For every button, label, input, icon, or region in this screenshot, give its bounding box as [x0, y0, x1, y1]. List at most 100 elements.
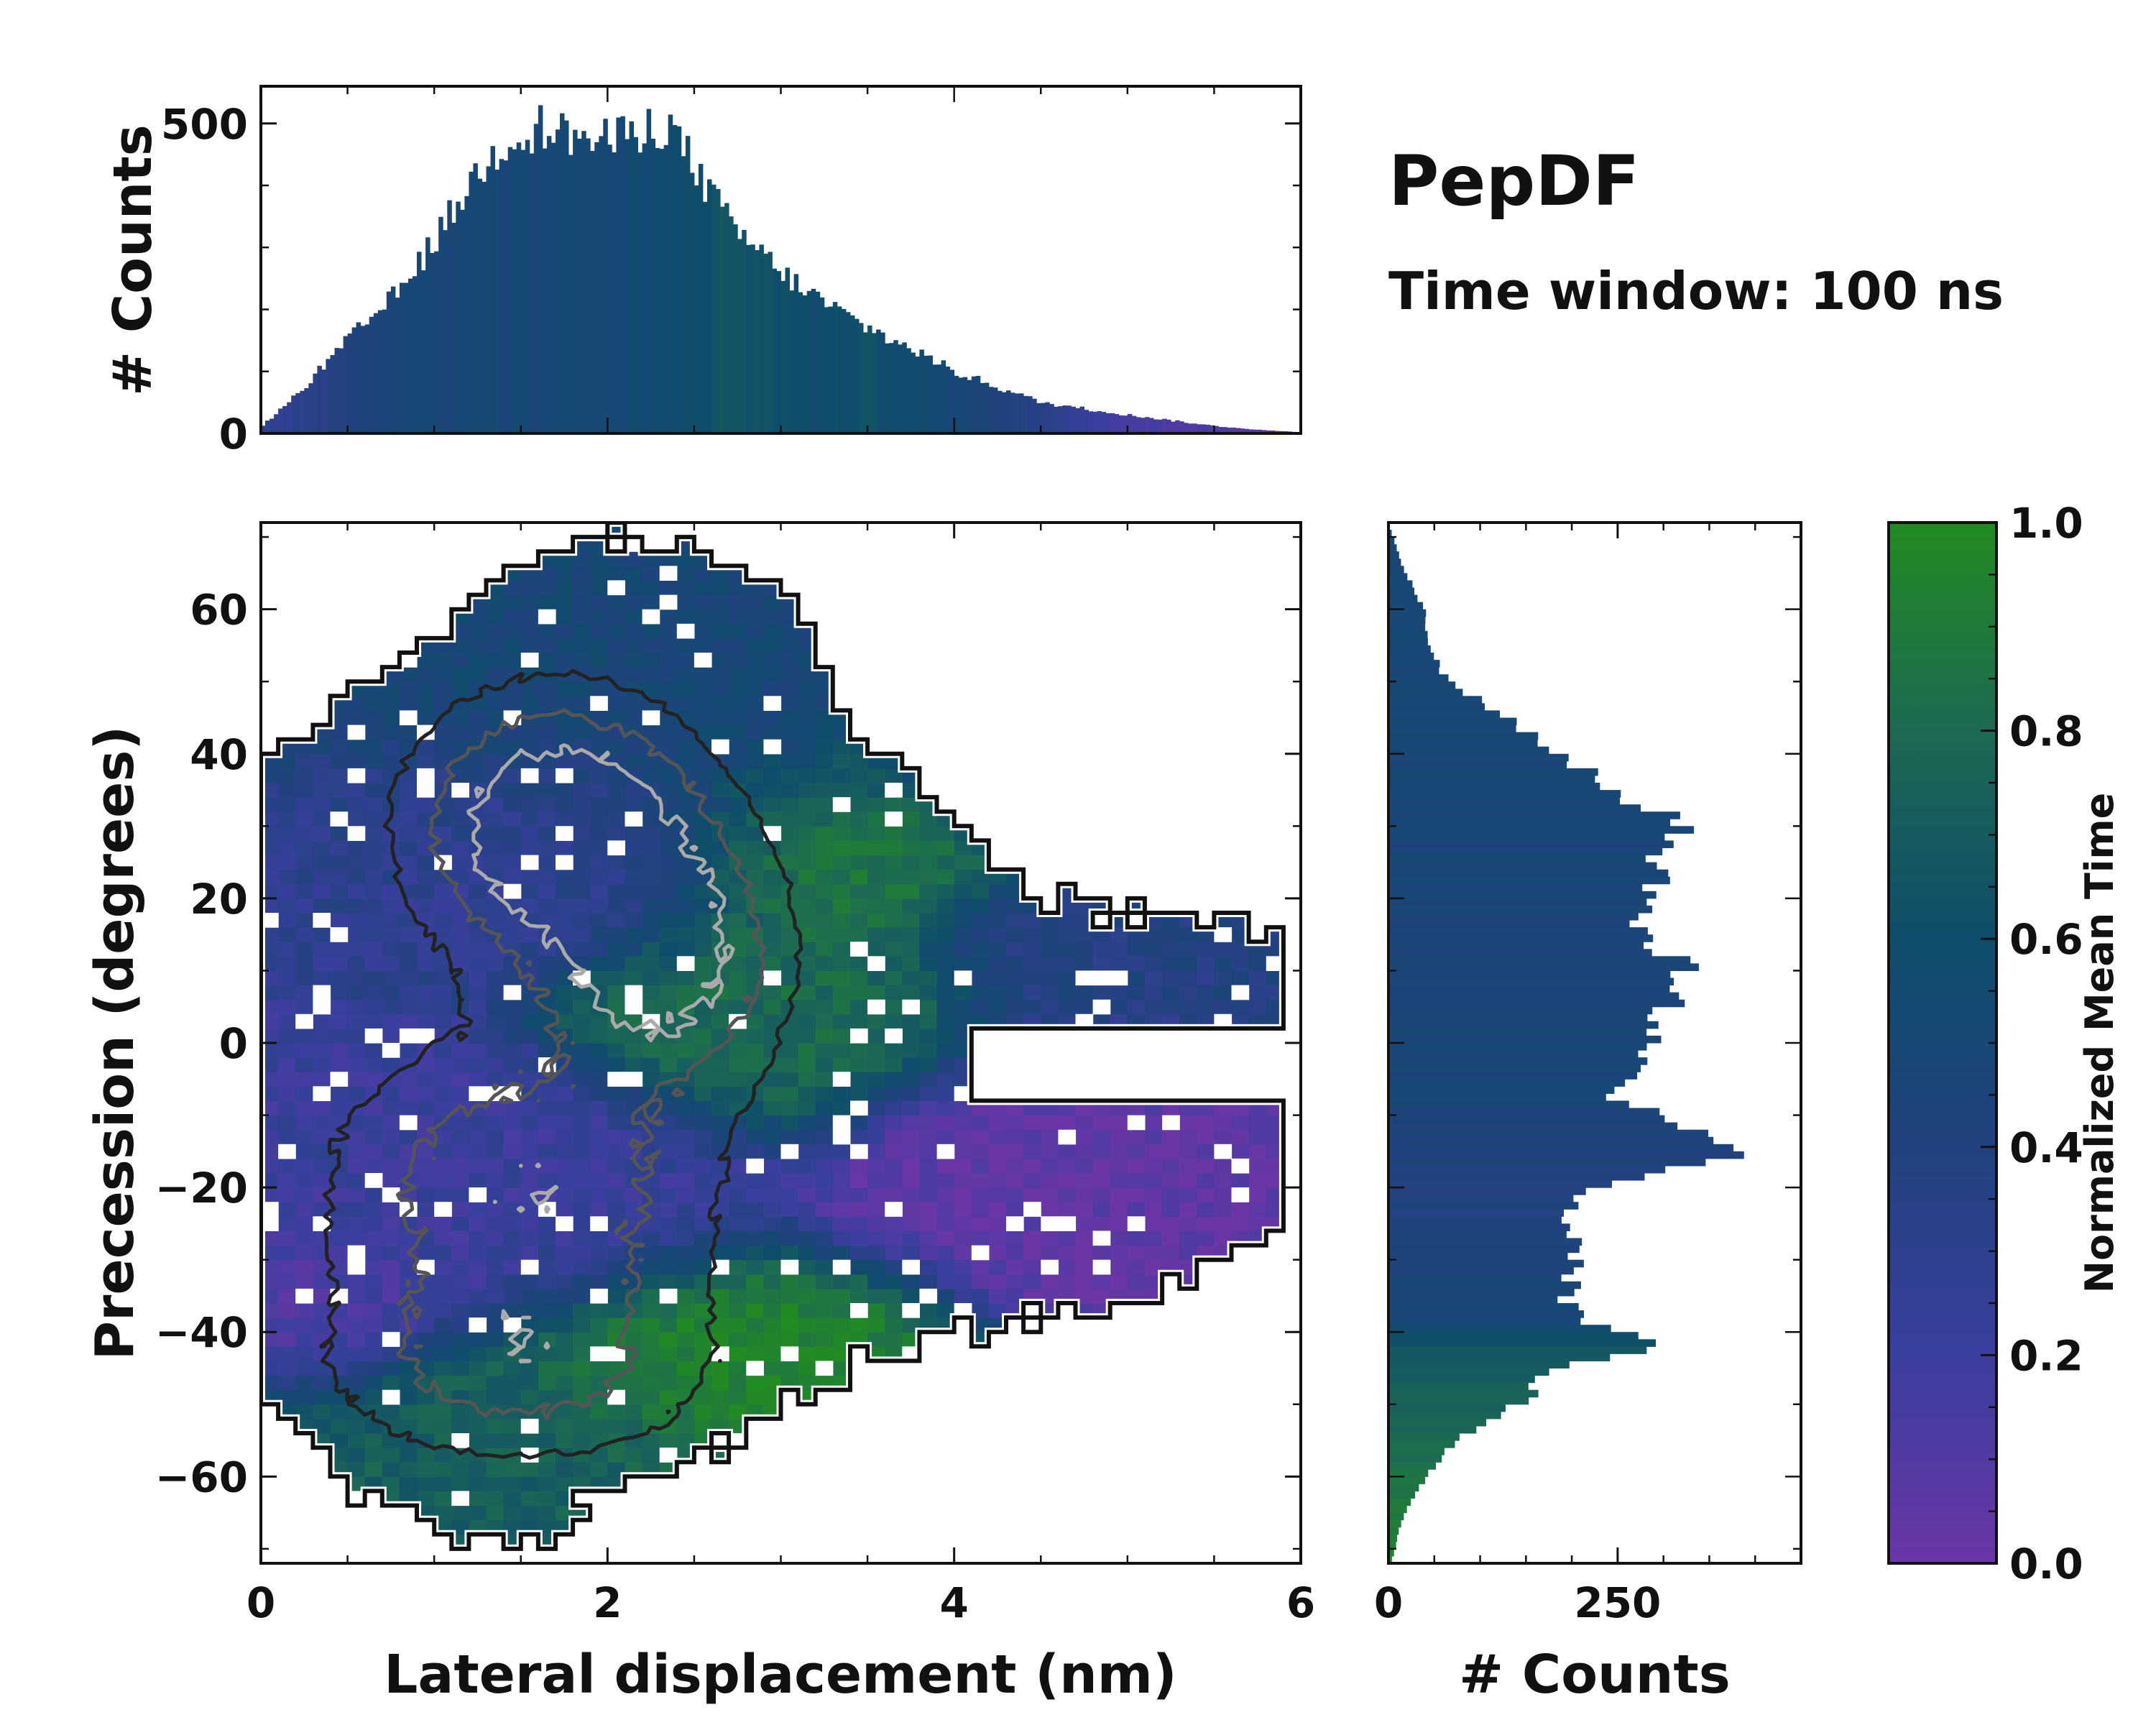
- heatmap-cell: [261, 1375, 279, 1391]
- heatmap-cell: [503, 1013, 522, 1029]
- heatmap-cell: [919, 956, 938, 971]
- top-histogram-bar: [612, 152, 617, 433]
- heatmap-cell: [364, 1361, 383, 1376]
- heatmap-cell: [798, 1361, 816, 1376]
- heatmap-cell: [625, 1404, 643, 1420]
- heatmap-cell: [556, 970, 573, 986]
- heatmap-cell: [451, 1187, 469, 1202]
- heatmap-cell: [330, 797, 349, 812]
- heatmap-cell: [729, 1187, 747, 1202]
- top-histogram-bar: [1131, 415, 1137, 433]
- heatmap-cell: [815, 797, 834, 812]
- heatmap-cell: [659, 1086, 678, 1101]
- heatmap-cell: [642, 1043, 660, 1058]
- heatmap-cell: [850, 970, 868, 986]
- heatmap-cell: [295, 1100, 313, 1116]
- heatmap-cell: [729, 985, 747, 1000]
- heatmap-cell: [382, 898, 400, 914]
- heatmap-cell: [469, 1202, 487, 1217]
- heatmap-empty-bin: [971, 1245, 990, 1261]
- heatmap-cell: [850, 1202, 868, 1217]
- heatmap-cell: [486, 594, 505, 610]
- heatmap-cell: [694, 1144, 712, 1159]
- top-histogram-bar: [473, 163, 478, 433]
- top-histogram-ytick-label: 0: [219, 410, 248, 459]
- heatmap-cell: [746, 1288, 764, 1304]
- heatmap-cell: [590, 1274, 608, 1289]
- heatmap-cell: [798, 1013, 816, 1029]
- heatmap-cell: [676, 1028, 695, 1044]
- heatmap-empty-bin: [867, 956, 885, 971]
- heatmap-cell: [261, 1115, 279, 1131]
- heatmap-cell: [399, 1013, 418, 1029]
- heatmap-cell: [469, 1491, 487, 1506]
- heatmap-cell: [815, 942, 834, 957]
- heatmap-cell: [434, 913, 452, 928]
- heatmap-cell: [902, 1230, 920, 1246]
- heatmap-cell: [659, 1115, 678, 1131]
- heatmap-empty-bin: [364, 1028, 383, 1044]
- heatmap-cell: [954, 1216, 972, 1231]
- heatmap-cell: [642, 1230, 660, 1246]
- right-histogram-bar: [1388, 1346, 1647, 1354]
- heatmap-cell: [434, 927, 452, 942]
- top-histogram-bar: [456, 201, 461, 433]
- heatmap-cell: [832, 1158, 851, 1174]
- heatmap-cell: [676, 1100, 695, 1116]
- heatmap-cell: [885, 1317, 903, 1333]
- top-histogram-bar: [1028, 396, 1033, 433]
- heatmap-cell: [885, 927, 903, 942]
- heatmap-cell: [451, 681, 469, 696]
- heatmap-cell: [1179, 1144, 1197, 1159]
- heatmap-cell: [538, 1158, 556, 1174]
- heatmap-cell: [694, 580, 712, 596]
- heatmap-cell: [711, 1389, 729, 1405]
- heatmap-cell: [746, 840, 764, 856]
- top-histogram-bar: [1214, 426, 1219, 433]
- right-histogram-bar: [1388, 1144, 1734, 1152]
- heatmap-empty-bin: [936, 1144, 955, 1159]
- heatmap-cell: [434, 1057, 452, 1072]
- heatmap-cell: [451, 1505, 469, 1521]
- heatmap-cell: [902, 826, 920, 841]
- right-histogram-bar: [1388, 696, 1483, 704]
- heatmap-cell: [902, 942, 920, 957]
- top-histogram-bar: [360, 326, 366, 433]
- heatmap-cell: [988, 913, 1007, 928]
- heatmap-cell: [399, 1129, 418, 1145]
- heatmap-cell: [503, 609, 522, 625]
- heatmap-cell: [261, 1129, 279, 1145]
- heatmap-cell: [798, 1072, 816, 1087]
- right-histogram-bar: [1388, 1541, 1396, 1550]
- heatmap-cell: [763, 1202, 782, 1217]
- heatmap-cell: [451, 1476, 469, 1491]
- heatmap-cell: [417, 898, 435, 914]
- heatmap-cell: [607, 1274, 625, 1289]
- heatmap-cell: [607, 956, 625, 971]
- heatmap-cell: [399, 1043, 418, 1058]
- heatmap-cell: [867, 1317, 885, 1333]
- heatmap-cell: [399, 956, 418, 971]
- heatmap-cell: [780, 956, 799, 971]
- heatmap-cell: [694, 1072, 712, 1087]
- heatmap-cell: [1041, 1115, 1059, 1131]
- heatmap-cell: [625, 942, 643, 957]
- heatmap-cell: [676, 985, 695, 1000]
- heatmap-cell: [642, 1317, 660, 1333]
- heatmap-cell: [763, 883, 782, 899]
- heatmap-cell: [556, 1173, 573, 1188]
- heatmap-cell: [347, 1274, 366, 1289]
- heatmap-cell: [573, 1013, 591, 1029]
- heatmap-cell: [659, 942, 678, 957]
- heatmap-cell: [1197, 1158, 1215, 1174]
- heatmap-cell: [746, 1173, 764, 1188]
- heatmap-cell: [780, 942, 799, 957]
- top-histogram-bar: [637, 152, 642, 433]
- heatmap-cell: [1197, 999, 1215, 1015]
- heatmap-cell: [364, 1100, 383, 1116]
- heatmap-cell: [347, 855, 366, 870]
- heatmap-cell: [850, 1288, 868, 1304]
- right-histogram-bar: [1388, 551, 1399, 559]
- heatmap-cell: [798, 985, 816, 1000]
- heatmap-cell: [798, 681, 816, 696]
